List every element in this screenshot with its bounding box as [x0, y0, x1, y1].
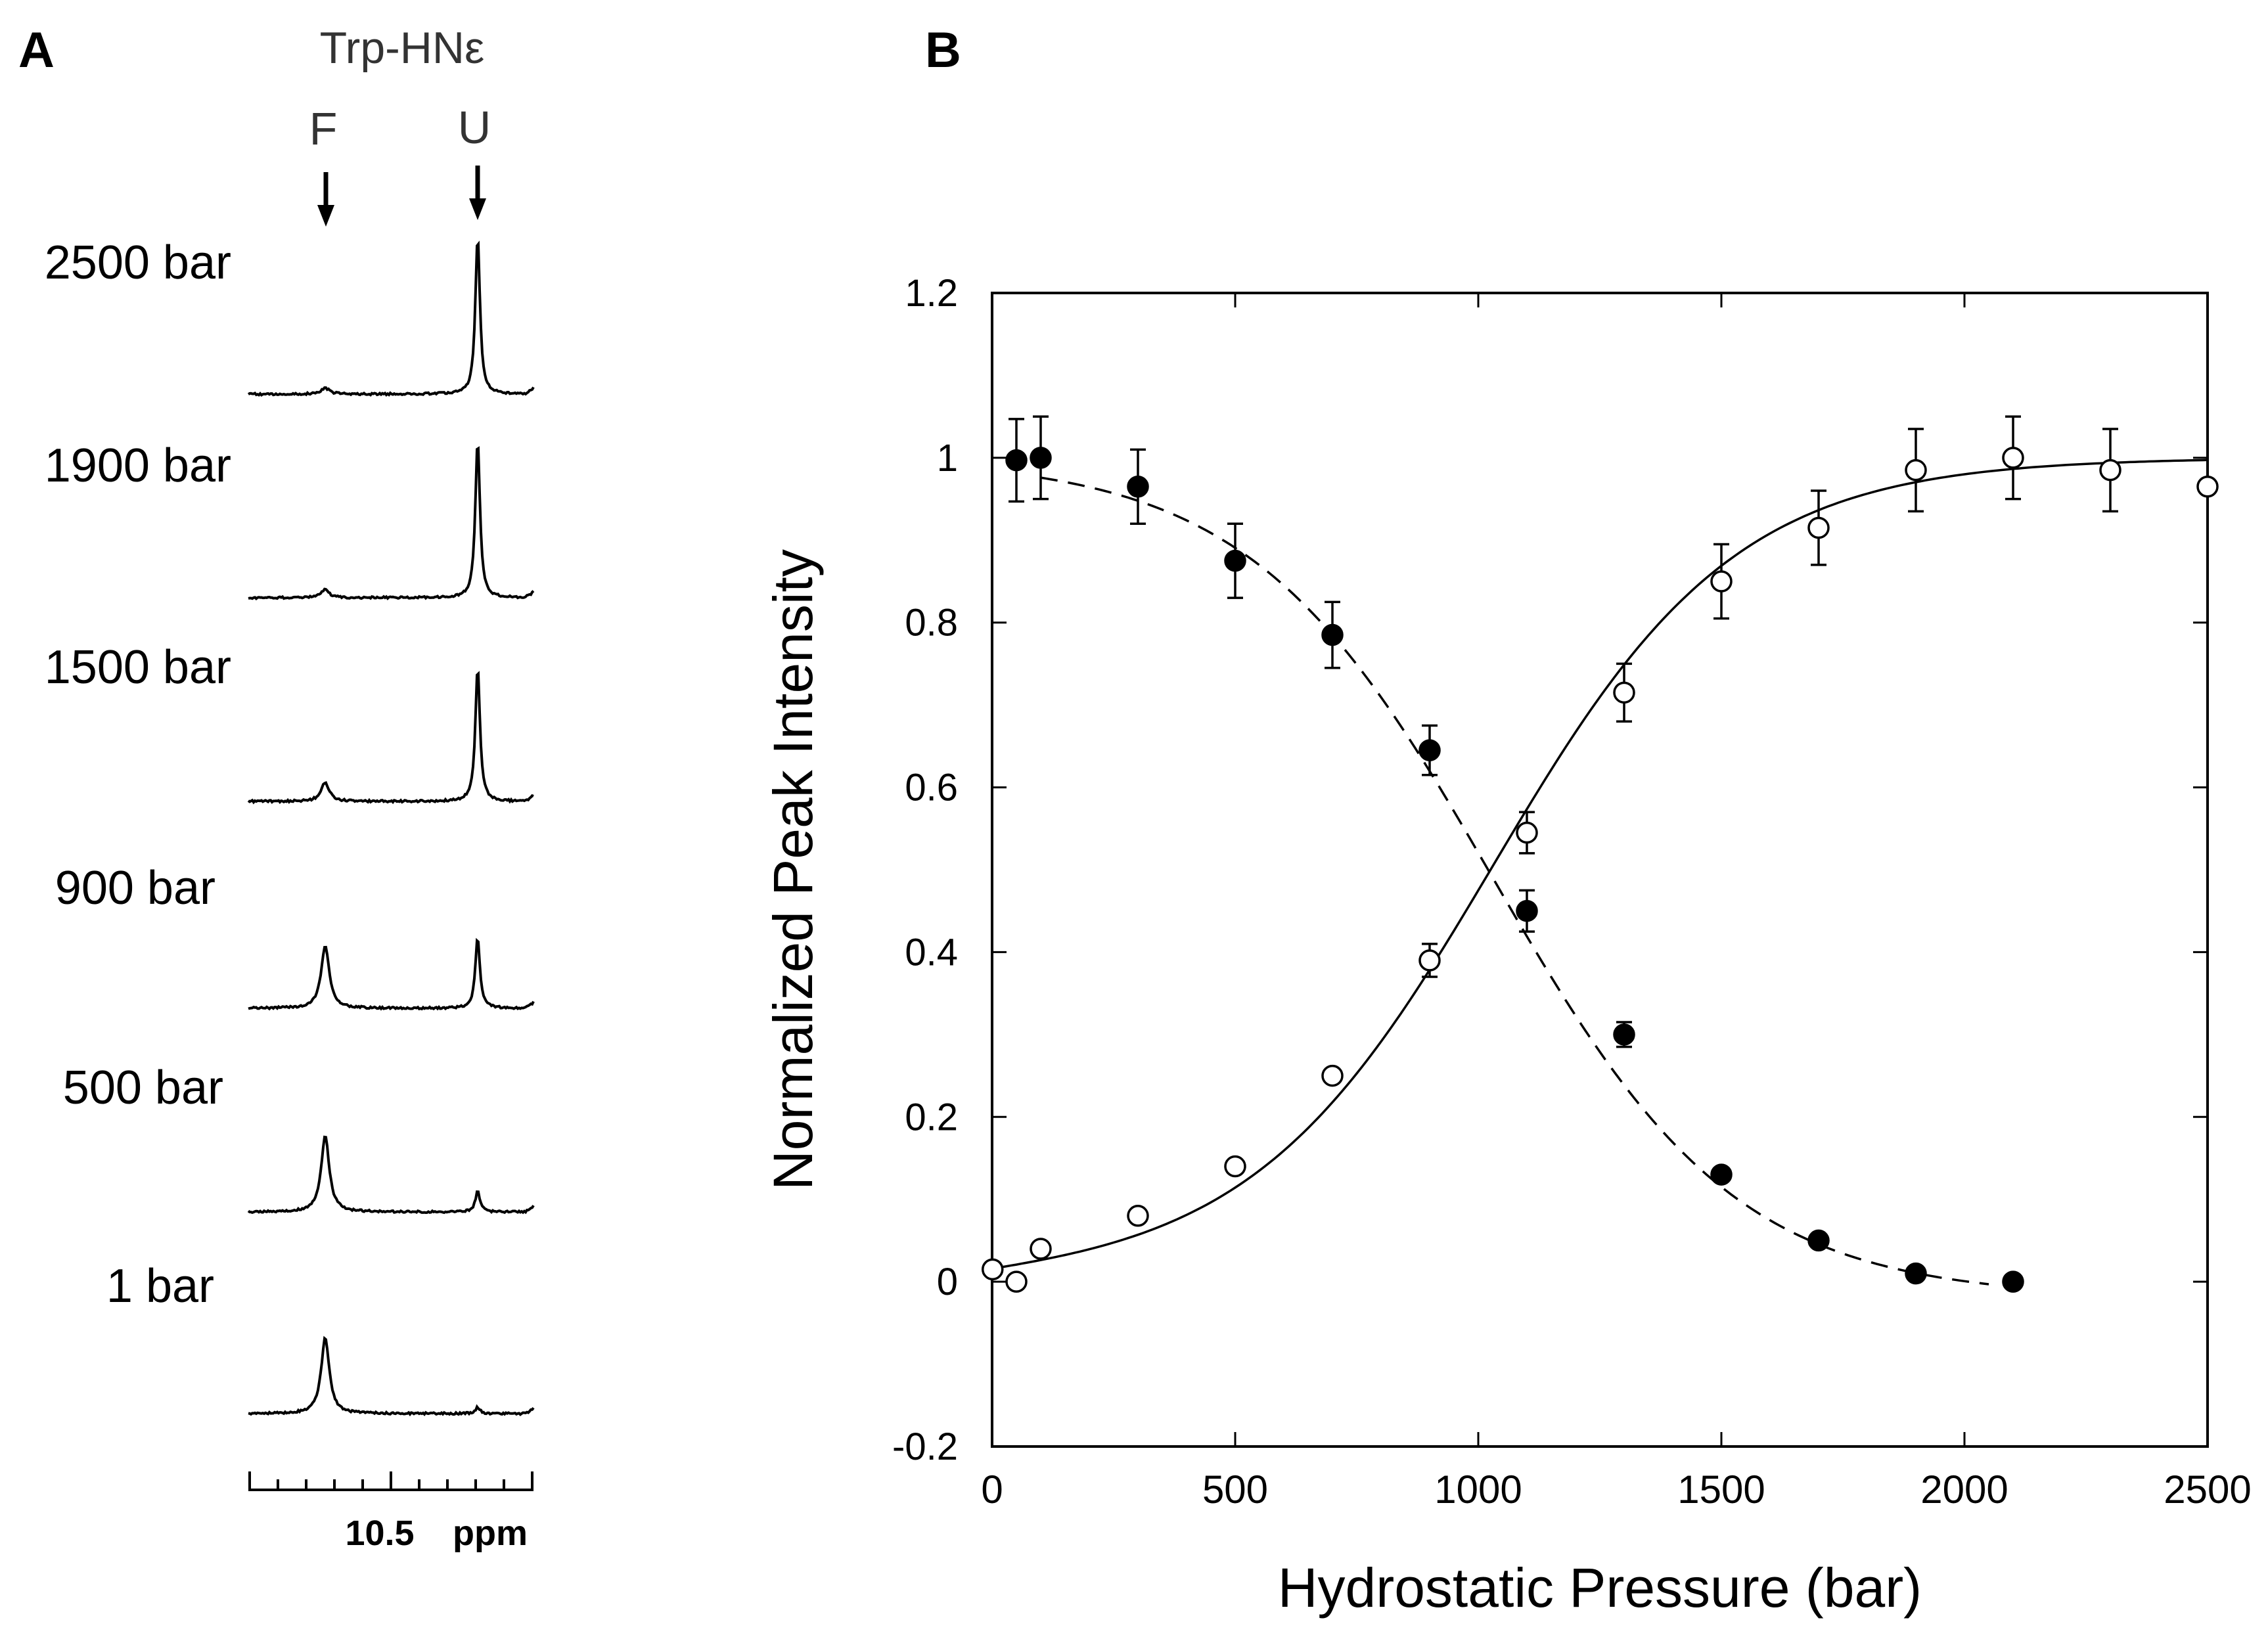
unfolded-data-point	[1905, 459, 1927, 482]
fit-curves	[1001, 459, 2208, 1286]
spectrum-row-labels: 2500 bar 1900 bar 1500 bar 900 bar 500 b…	[45, 236, 231, 1312]
unfolded-data-point	[981, 1258, 1004, 1281]
unfolded-data-point	[1418, 949, 1441, 972]
panel-a-label: A	[18, 22, 55, 78]
peak-u-arrow	[469, 166, 486, 220]
x-tick-label: 2500	[2164, 1468, 2251, 1512]
unfolded-data-point	[2099, 459, 2121, 482]
spectrum-trace	[247, 671, 534, 805]
folded-data-point	[1224, 549, 1246, 572]
nmr-spectra	[247, 240, 535, 1417]
folded-data-point	[2002, 1270, 2024, 1293]
ppm-unit-label: ppm	[453, 1514, 528, 1553]
spectrum-trace	[248, 446, 535, 600]
x-tick-label: 1000	[1434, 1468, 1522, 1512]
row-label: 2500 bar	[45, 236, 231, 289]
folded-data-point	[1905, 1262, 1927, 1285]
axis-ticks	[991, 292, 2209, 1448]
folded-data-point	[1418, 739, 1441, 761]
unfolded-data-point	[1321, 1064, 1344, 1087]
y-tick-label: 0.4	[905, 931, 958, 974]
y-tick-label: 0	[937, 1261, 958, 1303]
folded-data-point	[1030, 447, 1052, 469]
peak-f-arrow	[317, 172, 334, 227]
x-tick-label: 0	[981, 1468, 1003, 1512]
unfolded-data-point	[1516, 821, 1538, 844]
spectrum-trace	[248, 937, 535, 1011]
y-tick-labels: -0.2 0 0.2 0.4 0.6 0.8 1 1.2	[892, 272, 958, 1468]
row-label: 1500 bar	[45, 641, 231, 694]
folded-data-point	[1127, 476, 1149, 498]
y-axis-label: Normalized Peak Intensity	[762, 549, 824, 1190]
folded-data-point	[1321, 623, 1344, 646]
x-tick-labels: 0 500 1000 1500 2000 2500	[981, 1468, 2251, 1512]
ppm-axis: 10.5 ppm	[248, 1471, 533, 1553]
spectrum-trace	[247, 1135, 535, 1215]
unfolded-data-point	[2196, 476, 2219, 498]
y-tick-label: 0.8	[905, 602, 958, 644]
peak-label-f: F	[309, 103, 338, 154]
data-points	[981, 447, 2219, 1293]
y-tick-label: 0.6	[905, 767, 958, 809]
y-tick-label: 0.2	[905, 1096, 958, 1138]
folded-fit-curve	[1040, 476, 1989, 1286]
unfolded-data-point	[1807, 516, 1830, 539]
unfolded-data-point	[1127, 1205, 1149, 1227]
spectra-header: Trp-HNε	[320, 23, 485, 73]
ppm-tick-label: 10.5	[345, 1514, 414, 1553]
folded-data-point	[1516, 899, 1538, 922]
y-tick-label: 1.2	[905, 272, 958, 315]
folded-data-point	[1710, 1163, 1733, 1186]
spectrum-trace	[248, 1335, 535, 1417]
unfolded-data-point	[1613, 681, 1635, 704]
unfolded-data-point	[1005, 1270, 1028, 1293]
row-label: 900 bar	[55, 862, 215, 914]
peak-label-u: U	[458, 102, 491, 153]
unfolded-data-point	[1030, 1238, 1052, 1260]
unfolded-data-point	[1224, 1155, 1246, 1178]
y-tick-label: 1	[937, 437, 958, 480]
unfolded-data-point	[1710, 570, 1733, 593]
plot-frame	[991, 292, 2209, 1448]
error-bars	[1009, 415, 2118, 1048]
spectrum-trace	[247, 240, 535, 397]
row-label: 500 bar	[63, 1062, 223, 1114]
folded-data-point	[1005, 449, 1028, 472]
panel-b-label: B	[925, 22, 961, 78]
unfolded-data-point	[2002, 447, 2024, 469]
folded-data-point	[1807, 1229, 1830, 1252]
y-tick-label: -0.2	[892, 1425, 958, 1468]
x-tick-label: 500	[1202, 1468, 1268, 1512]
x-axis-label: Hydrostatic Pressure (bar)	[1278, 1557, 1922, 1619]
x-tick-label: 2000	[1920, 1468, 2008, 1512]
unfolded-fit-curve	[1001, 459, 2208, 1268]
folded-data-point	[1613, 1023, 1635, 1046]
x-tick-label: 1500	[1677, 1468, 1765, 1512]
row-label: 1 bar	[106, 1260, 214, 1312]
row-label: 1900 bar	[45, 439, 231, 492]
